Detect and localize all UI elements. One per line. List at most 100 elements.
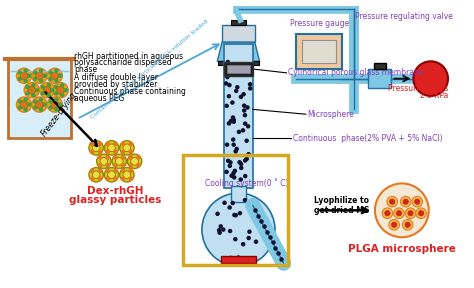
Circle shape [394, 208, 404, 219]
Circle shape [137, 156, 140, 159]
Text: Microsphere: Microsphere [308, 110, 355, 119]
Text: Pressure gauge: Pressure gauge [290, 19, 349, 28]
Circle shape [20, 72, 28, 79]
Circle shape [18, 77, 21, 80]
Circle shape [239, 178, 242, 181]
Circle shape [229, 256, 232, 259]
Text: Pressurized gas: Pressurized gas [388, 84, 448, 93]
Circle shape [98, 143, 101, 146]
Circle shape [232, 138, 235, 141]
Circle shape [36, 72, 43, 79]
Circle shape [114, 164, 117, 166]
Circle shape [114, 143, 117, 146]
Circle shape [240, 166, 243, 169]
Circle shape [413, 61, 448, 96]
Text: polysaccharide dispersed: polysaccharide dispersed [74, 58, 172, 67]
Circle shape [114, 169, 117, 173]
Circle shape [55, 92, 58, 95]
Circle shape [223, 201, 226, 204]
Circle shape [98, 150, 101, 153]
Circle shape [123, 144, 131, 152]
Circle shape [28, 103, 31, 106]
Circle shape [222, 228, 225, 231]
Circle shape [131, 158, 138, 165]
Bar [227, 65, 250, 73]
Circle shape [41, 92, 44, 95]
Circle shape [241, 129, 245, 132]
Circle shape [242, 93, 245, 96]
Polygon shape [217, 42, 260, 61]
Circle shape [55, 108, 58, 111]
Circle shape [34, 100, 36, 103]
Text: 2.5 KPa: 2.5 KPa [419, 91, 448, 101]
Circle shape [230, 174, 233, 177]
Circle shape [389, 219, 400, 230]
Circle shape [91, 177, 94, 180]
Circle shape [419, 211, 424, 216]
Circle shape [255, 240, 257, 243]
Circle shape [61, 84, 64, 87]
Circle shape [98, 177, 101, 180]
Circle shape [129, 177, 132, 180]
Circle shape [231, 201, 234, 204]
Circle shape [112, 154, 127, 168]
Circle shape [249, 87, 252, 90]
Circle shape [47, 84, 50, 87]
Circle shape [24, 98, 27, 101]
Circle shape [40, 98, 43, 101]
Circle shape [24, 79, 27, 82]
Circle shape [232, 118, 235, 121]
Circle shape [244, 175, 247, 178]
Circle shape [129, 169, 132, 173]
Circle shape [405, 208, 416, 219]
Circle shape [106, 156, 109, 159]
Circle shape [91, 169, 94, 173]
Text: Continuous phase containing: Continuous phase containing [74, 87, 186, 96]
Circle shape [227, 159, 230, 162]
Circle shape [375, 183, 429, 237]
Circle shape [239, 95, 243, 98]
Circle shape [234, 150, 237, 153]
Circle shape [390, 199, 395, 204]
Circle shape [137, 164, 140, 166]
Circle shape [120, 141, 134, 155]
Circle shape [32, 94, 35, 97]
Circle shape [55, 69, 58, 72]
Circle shape [64, 89, 67, 92]
Bar [231, 20, 246, 25]
Text: Pressure regulating valve: Pressure regulating valve [355, 12, 453, 21]
Circle shape [39, 82, 55, 98]
Circle shape [402, 219, 413, 230]
Circle shape [120, 168, 134, 182]
Circle shape [232, 119, 235, 122]
Circle shape [20, 101, 28, 108]
Circle shape [244, 122, 247, 125]
Circle shape [16, 97, 32, 112]
Circle shape [108, 144, 115, 152]
Circle shape [228, 84, 231, 87]
Text: provided by stabilizer: provided by stabilizer [74, 79, 157, 89]
Circle shape [43, 74, 46, 77]
Circle shape [408, 211, 413, 216]
Circle shape [235, 89, 238, 92]
Bar [235, 56, 242, 61]
Circle shape [245, 157, 248, 160]
Circle shape [122, 169, 125, 173]
Circle shape [91, 150, 94, 153]
Circle shape [225, 170, 228, 173]
Circle shape [32, 68, 47, 84]
Bar [231, 186, 246, 202]
Circle shape [218, 229, 221, 232]
Circle shape [244, 114, 246, 117]
Circle shape [248, 230, 251, 233]
Circle shape [34, 106, 36, 109]
Circle shape [412, 196, 422, 207]
Circle shape [122, 150, 125, 153]
Circle shape [237, 256, 240, 259]
Text: Lyophilize to: Lyophilize to [314, 196, 369, 205]
Circle shape [114, 156, 117, 159]
Circle shape [53, 82, 68, 98]
Circle shape [129, 156, 132, 159]
Text: phase: phase [74, 65, 97, 74]
Circle shape [89, 168, 103, 182]
